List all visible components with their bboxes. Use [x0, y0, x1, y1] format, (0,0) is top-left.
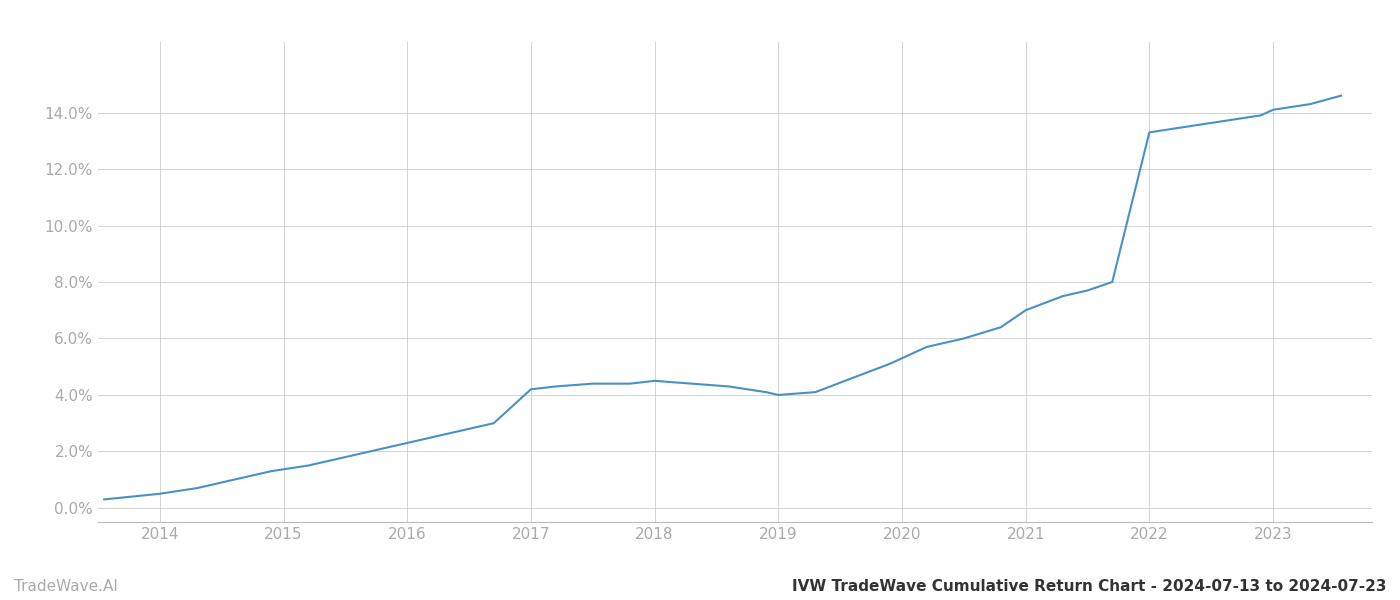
Text: IVW TradeWave Cumulative Return Chart - 2024-07-13 to 2024-07-23: IVW TradeWave Cumulative Return Chart - … — [791, 579, 1386, 594]
Text: TradeWave.AI: TradeWave.AI — [14, 579, 118, 594]
